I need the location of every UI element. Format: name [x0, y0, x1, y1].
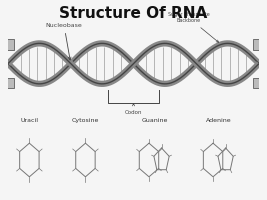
FancyBboxPatch shape: [253, 39, 265, 50]
Text: Adenine: Adenine: [206, 118, 232, 123]
Text: Codon: Codon: [125, 104, 142, 115]
Text: Sugar Phosphate
Backbone: Sugar Phosphate Backbone: [168, 12, 219, 42]
FancyBboxPatch shape: [2, 78, 14, 88]
Text: Guanine: Guanine: [142, 118, 168, 123]
Text: Structure Of RNA: Structure Of RNA: [59, 6, 208, 21]
Text: Cytosine: Cytosine: [72, 118, 99, 123]
FancyBboxPatch shape: [253, 78, 265, 88]
Text: Uracil: Uracil: [20, 118, 38, 123]
Text: Nucleobase: Nucleobase: [46, 23, 83, 60]
FancyBboxPatch shape: [2, 39, 14, 50]
